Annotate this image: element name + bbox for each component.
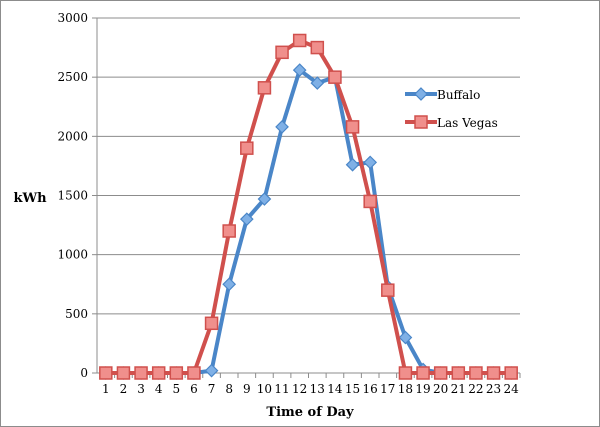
x-tick-label: 5 <box>172 382 180 396</box>
x-tick-label: 14 <box>327 382 343 396</box>
x-tick-label: 15 <box>345 382 360 396</box>
legend-item: Las Vegas <box>405 115 498 130</box>
y-tick-label: 2500 <box>57 70 88 84</box>
data-point <box>169 366 184 380</box>
data-point <box>381 283 395 297</box>
y-tick-label: 1500 <box>57 189 88 203</box>
legend-item: Buffalo <box>405 87 480 102</box>
x-tick-label: 17 <box>380 382 395 396</box>
data-point <box>187 366 201 380</box>
data-point <box>345 157 360 172</box>
data-point <box>257 192 272 206</box>
x-tick-label: 6 <box>190 382 198 396</box>
y-tick-label: 500 <box>65 307 88 321</box>
data-point <box>292 63 307 77</box>
x-tick-label: 7 <box>208 382 216 396</box>
data-point <box>310 76 325 90</box>
y-tick-label: 3000 <box>57 11 88 25</box>
data-point <box>469 366 483 380</box>
series-buffalo <box>98 63 519 380</box>
x-tick-label: 23 <box>486 382 501 396</box>
data-point <box>134 366 148 380</box>
data-point <box>416 366 430 380</box>
series-las-vegas <box>99 33 518 380</box>
x-tick-label: 22 <box>468 382 483 396</box>
x-tick-label: 4 <box>155 382 163 396</box>
data-point <box>240 141 254 155</box>
legend-label: Las Vegas <box>437 116 498 130</box>
data-point <box>99 366 113 380</box>
y-tick-label: 1000 <box>57 248 88 262</box>
data-point <box>363 194 377 209</box>
legend-marker <box>414 87 428 101</box>
x-tick-label: 18 <box>398 382 413 396</box>
data-point <box>504 366 518 380</box>
data-point <box>239 212 254 227</box>
x-axis-label: Time of Day <box>266 405 354 420</box>
x-tick-label: 3 <box>137 382 145 396</box>
data-point <box>275 120 289 134</box>
x-tick-label: 9 <box>243 382 251 396</box>
data-point <box>275 45 289 60</box>
x-tick-label: 20 <box>433 382 448 396</box>
x-tick-label: 8 <box>225 382 233 396</box>
y-tick-label: 0 <box>80 366 88 380</box>
data-point <box>398 366 413 380</box>
data-point <box>116 366 131 380</box>
data-point <box>451 366 466 380</box>
data-point <box>204 363 219 378</box>
x-tick-label: 24 <box>504 382 520 396</box>
legend-label: Buffalo <box>437 88 480 102</box>
legend: Buffalo Las Vegas <box>405 87 498 130</box>
legend-marker <box>414 115 428 129</box>
data-point <box>328 70 342 84</box>
data-point <box>151 366 166 380</box>
x-tick-label: 13 <box>310 382 325 396</box>
data-point <box>433 366 448 380</box>
x-tick-label: 2 <box>120 382 128 396</box>
data-point <box>222 277 237 292</box>
data-point <box>398 330 413 345</box>
data-point <box>345 120 360 134</box>
data-point <box>363 155 378 170</box>
data-point <box>310 40 325 55</box>
data-point <box>204 316 219 331</box>
x-tick-label: 10 <box>257 382 272 396</box>
data-point <box>292 33 307 48</box>
y-tick-label: 2000 <box>57 129 88 143</box>
x-tick-label: 16 <box>363 382 378 396</box>
x-tick-label: 19 <box>415 382 430 396</box>
data-point <box>486 366 501 380</box>
x-tick-label: 1 <box>102 382 110 396</box>
y-axis-label: kWh <box>13 191 47 206</box>
data-point <box>257 81 272 95</box>
data-point <box>222 224 236 238</box>
x-tick-label: 12 <box>292 382 307 396</box>
x-tick-label: 11 <box>274 382 289 396</box>
x-tick-label: 21 <box>451 382 466 396</box>
